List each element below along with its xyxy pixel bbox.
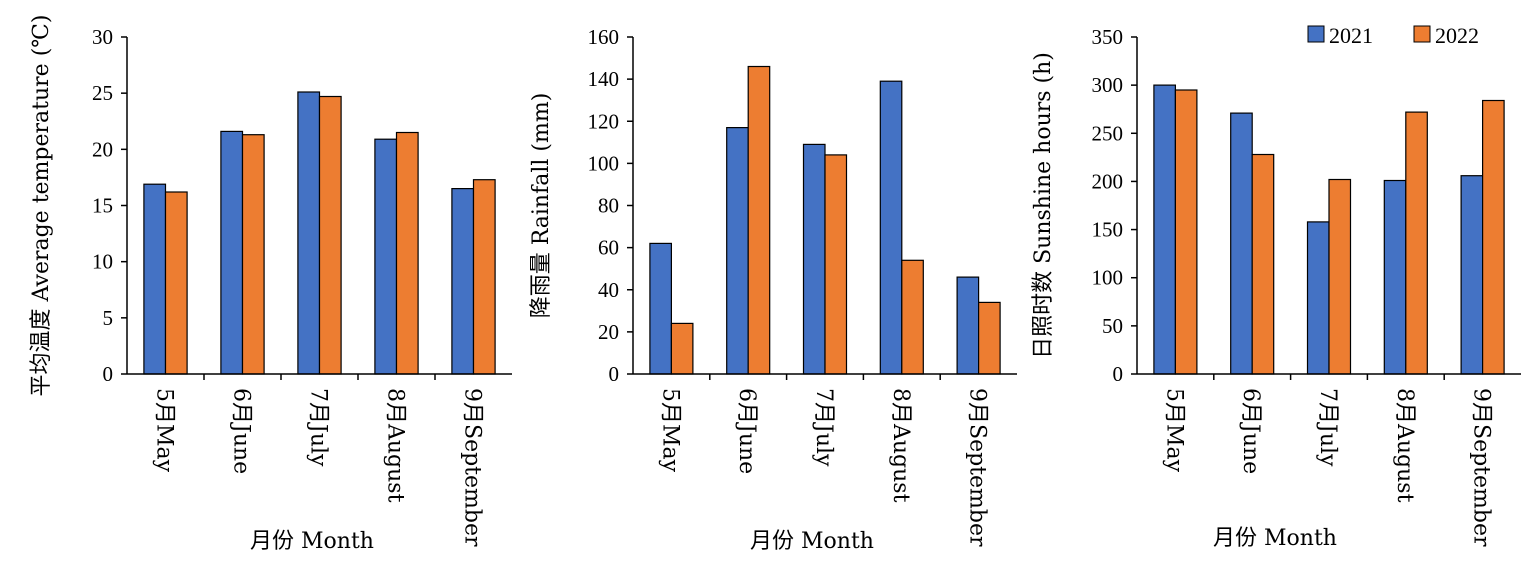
y-tick-label: 5	[103, 306, 114, 330]
y-tick-label: 150	[1092, 218, 1124, 242]
y-tick-label: 15	[92, 194, 113, 218]
y-tick-label: 0	[1113, 362, 1124, 386]
y-tick-label: 20	[92, 137, 113, 161]
bar-2022-4	[1405, 111, 1428, 375]
legend-label-2022: 2022	[1435, 23, 1479, 48]
bar-2022-2	[747, 65, 771, 375]
x-category-label: 9月September	[965, 388, 990, 547]
x-category-label: 8月August	[1392, 388, 1417, 503]
x-category-label: 7月July	[1315, 388, 1340, 467]
bar-2021-1	[649, 242, 673, 375]
y-tick-label: 100	[1092, 266, 1124, 290]
bar-2022-2	[1251, 153, 1275, 375]
x-category-label: 6月June	[1238, 388, 1263, 474]
bar-2022-5	[472, 179, 496, 375]
bar-2022-3	[1328, 178, 1352, 375]
bar-2021-2	[220, 130, 244, 375]
x-axis-title: 月份 Month	[250, 529, 374, 554]
bar-2021-3	[802, 143, 826, 375]
x-category-label: 6月June	[734, 388, 759, 474]
y-tick-label: 50	[1102, 314, 1123, 338]
bar-2021-5	[1460, 175, 1484, 375]
y-tick-label: 0	[103, 362, 114, 386]
bar-2022-3	[824, 154, 848, 375]
x-axis-title: 月份 Month	[1213, 526, 1337, 551]
x-category-label: 5月May	[152, 388, 177, 473]
bar-2021-4	[879, 80, 903, 375]
y-tick-label: 80	[598, 194, 619, 218]
y-tick-label: 140	[588, 67, 620, 91]
bar-2022-5	[1481, 99, 1505, 375]
bar-2021-2	[726, 126, 749, 375]
bar-2021-5	[956, 276, 980, 375]
y-axis-title: 降雨量 Rainfall (mm)	[529, 93, 554, 319]
bar-2021-2	[1230, 112, 1253, 375]
y-tick-label: 40	[598, 278, 619, 302]
x-category-label: 9月September	[460, 388, 485, 547]
bar-2022-4	[395, 131, 419, 375]
bar-2022-1	[1174, 89, 1198, 375]
x-category-label: 6月June	[229, 388, 254, 474]
legend-swatch-2021	[1307, 25, 1325, 43]
bar-2021-5	[451, 188, 475, 375]
y-tick-label: 160	[588, 25, 620, 49]
y-tick-label: 250	[1092, 121, 1124, 145]
bar-2021-3	[297, 91, 321, 375]
chart-panel-1: 0 5 10 15 20 25 30 5月May 6月June 7月July 8月August 9月S…	[29, 15, 512, 554]
legend-swatch-2022	[1413, 25, 1431, 43]
legend: 2021 2022	[1307, 23, 1479, 48]
bar-2021-4	[374, 138, 398, 375]
y-axis-title: 日照时数 Sunshine hours (h)	[1031, 52, 1056, 359]
bar-2021-4	[1383, 179, 1407, 375]
bar-2021-1	[143, 183, 167, 375]
chart-panel-3: 0 50 100 150 200 250 300 350 5月May 6月June 7月July 8月…	[1031, 25, 1521, 551]
x-axis-title: 月份 Month	[750, 529, 874, 554]
bar-2021-1	[1153, 84, 1177, 375]
y-tick-label: 25	[92, 81, 113, 105]
y-tick-label: 350	[1092, 25, 1124, 49]
x-category-label: 9月September	[1469, 388, 1494, 547]
bar-2022-1	[164, 191, 188, 375]
y-tick-label: 300	[1092, 73, 1124, 97]
bar-2022-5	[977, 301, 1001, 375]
y-tick-label: 200	[1092, 169, 1124, 193]
bar-2022-3	[318, 95, 342, 375]
bar-2021-3	[1306, 221, 1330, 375]
chart-panel-2: 0 20 40 60 80 100 120 140 160 5月May 6月June 7月July 8月…	[529, 25, 1017, 554]
x-category-label: 5月May	[657, 388, 682, 473]
bar-2022-2	[241, 134, 265, 375]
x-category-label: 8月August	[383, 388, 408, 503]
x-category-label: 5月May	[1161, 388, 1186, 473]
y-tick-label: 60	[598, 236, 619, 260]
y-tick-label: 20	[598, 320, 619, 344]
y-axis-title: 平均温度 Average temperature (℃)	[29, 15, 54, 397]
bar-2022-1	[670, 322, 694, 375]
x-category-label: 7月July	[811, 388, 836, 467]
y-tick-label: 30	[92, 25, 113, 49]
y-tick-label: 10	[92, 250, 113, 274]
y-tick-label: 100	[588, 151, 620, 175]
y-tick-label: 0	[609, 362, 620, 386]
x-category-label: 7月July	[306, 388, 331, 467]
legend-label-2021: 2021	[1329, 23, 1373, 48]
y-tick-label: 120	[588, 109, 620, 133]
bar-2022-4	[901, 259, 924, 375]
x-category-label: 8月August	[888, 388, 913, 503]
